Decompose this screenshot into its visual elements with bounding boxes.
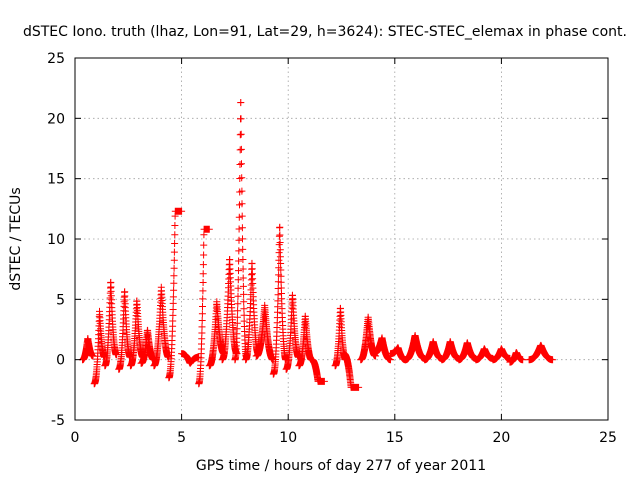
data-arc	[402, 332, 429, 364]
data-arc	[178, 350, 203, 367]
data-arc	[101, 278, 121, 370]
data-arc	[231, 99, 251, 364]
y-tick-label: 20	[47, 111, 65, 127]
x-tick-label: 20	[492, 430, 510, 446]
y-tick-label: 0	[56, 353, 65, 369]
data-arc	[252, 301, 277, 364]
data-arc	[195, 225, 213, 388]
data-arc	[137, 326, 158, 367]
data-arc	[370, 334, 394, 364]
data-arc	[506, 349, 527, 366]
x-tick-label: 15	[386, 430, 404, 446]
y-tick-label: -5	[51, 413, 65, 429]
data-arc	[295, 312, 316, 370]
y-tick-label: 25	[47, 51, 65, 67]
y-axis-label: dSTEC / TECUs	[8, 187, 24, 290]
data-arc	[455, 339, 480, 364]
y-tick-label: 15	[47, 172, 65, 188]
data-arc	[421, 338, 446, 364]
data-arc	[472, 345, 497, 364]
data-arc	[269, 223, 290, 378]
data-arc	[308, 356, 328, 385]
data-arc	[115, 288, 134, 373]
x-axis-label: GPS time / hours of day 277 of year 2011	[196, 458, 486, 474]
y-tick-label: 10	[47, 232, 65, 248]
data-arc	[79, 335, 97, 364]
data-arc	[489, 345, 514, 364]
data-arc	[438, 338, 463, 364]
data-arc	[150, 283, 173, 370]
chart-title: dSTEC Iono. truth (lhaz, Lon=91, Lat=29,…	[23, 24, 627, 40]
data-arc	[165, 207, 186, 382]
x-tick-label: 0	[71, 430, 80, 446]
data-arc	[340, 350, 363, 391]
x-tick-label: 10	[279, 430, 297, 446]
data-points	[79, 99, 557, 391]
x-tick-label: 25	[599, 430, 617, 446]
data-arc	[525, 341, 557, 364]
y-tick-label: 5	[56, 292, 65, 308]
data-arc	[282, 291, 303, 373]
x-tick-label: 5	[177, 430, 186, 446]
axis-ticks: 0 5 10 15 20 25 -5 0 5 10 15 20 25	[47, 51, 617, 446]
